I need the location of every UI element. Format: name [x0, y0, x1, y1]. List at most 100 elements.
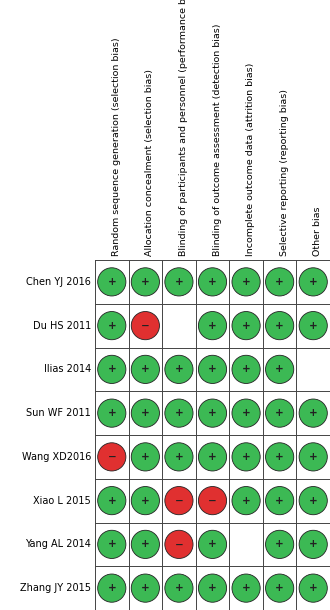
Circle shape [266, 530, 294, 559]
Text: +: + [208, 539, 217, 550]
Text: +: + [141, 495, 150, 506]
Text: +: + [107, 364, 116, 375]
Circle shape [165, 355, 193, 384]
Circle shape [98, 355, 126, 384]
Circle shape [232, 443, 260, 471]
Circle shape [198, 312, 227, 340]
Text: +: + [275, 583, 284, 593]
Text: +: + [208, 277, 217, 287]
Circle shape [131, 530, 159, 559]
Circle shape [198, 355, 227, 384]
Text: +: + [107, 321, 116, 331]
Circle shape [198, 574, 227, 602]
Text: +: + [175, 583, 183, 593]
Text: Chen YJ 2016: Chen YJ 2016 [26, 277, 91, 287]
Text: +: + [175, 452, 183, 462]
Text: Selective reporting (reporting bias): Selective reporting (reporting bias) [280, 89, 289, 256]
Circle shape [165, 399, 193, 427]
Text: +: + [309, 452, 317, 462]
Text: +: + [141, 364, 150, 375]
Text: Zhang JY 2015: Zhang JY 2015 [20, 583, 91, 593]
Circle shape [299, 312, 327, 340]
Text: +: + [175, 364, 183, 375]
Circle shape [299, 574, 327, 602]
Circle shape [198, 487, 227, 515]
Circle shape [98, 268, 126, 296]
Text: Other bias: Other bias [313, 207, 322, 256]
Text: +: + [107, 277, 116, 287]
Text: Xiao L 2015: Xiao L 2015 [33, 495, 91, 506]
Circle shape [299, 443, 327, 471]
Circle shape [98, 399, 126, 427]
Circle shape [98, 312, 126, 340]
Text: Blinding of participants and personnel (performance bias): Blinding of participants and personnel (… [179, 0, 188, 256]
Text: +: + [275, 277, 284, 287]
Circle shape [98, 530, 126, 559]
Text: Wang XD2016: Wang XD2016 [22, 452, 91, 462]
Circle shape [131, 355, 159, 384]
Circle shape [98, 574, 126, 602]
Circle shape [266, 399, 294, 427]
Circle shape [232, 355, 260, 384]
Text: +: + [175, 277, 183, 287]
Text: +: + [141, 277, 150, 287]
Text: +: + [175, 408, 183, 418]
Circle shape [131, 268, 159, 296]
Text: +: + [309, 539, 317, 550]
Circle shape [165, 487, 193, 515]
Text: +: + [275, 539, 284, 550]
Text: +: + [208, 408, 217, 418]
Text: +: + [107, 495, 116, 506]
Text: +: + [208, 364, 217, 375]
Text: +: + [242, 364, 250, 375]
Text: +: + [208, 452, 217, 462]
Text: Random sequence generation (selection bias): Random sequence generation (selection bi… [112, 37, 121, 256]
Circle shape [131, 312, 159, 340]
Text: Ilias 2014: Ilias 2014 [44, 364, 91, 375]
Circle shape [165, 530, 193, 559]
Text: +: + [309, 495, 317, 506]
Circle shape [198, 530, 227, 559]
Circle shape [165, 574, 193, 602]
Circle shape [266, 268, 294, 296]
Text: +: + [141, 408, 150, 418]
Text: +: + [309, 321, 317, 331]
Text: +: + [208, 583, 217, 593]
Text: Allocation concealment (selection bias): Allocation concealment (selection bias) [145, 69, 154, 256]
Text: −: − [107, 452, 116, 462]
Circle shape [232, 312, 260, 340]
Text: +: + [141, 539, 150, 550]
Text: +: + [242, 321, 250, 331]
Circle shape [299, 268, 327, 296]
Text: +: + [242, 452, 250, 462]
Text: −: − [175, 539, 183, 550]
Circle shape [98, 487, 126, 515]
Circle shape [198, 399, 227, 427]
Circle shape [165, 443, 193, 471]
Text: +: + [107, 583, 116, 593]
Circle shape [299, 399, 327, 427]
Text: +: + [242, 408, 250, 418]
Circle shape [299, 530, 327, 559]
Circle shape [232, 268, 260, 296]
Text: +: + [107, 539, 116, 550]
Circle shape [198, 443, 227, 471]
Circle shape [266, 443, 294, 471]
Circle shape [266, 574, 294, 602]
Text: +: + [141, 583, 150, 593]
Text: −: − [208, 495, 217, 506]
Text: +: + [208, 321, 217, 331]
Circle shape [131, 487, 159, 515]
Text: +: + [275, 452, 284, 462]
Circle shape [131, 574, 159, 602]
Text: Blinding of outcome assessment (detection bias): Blinding of outcome assessment (detectio… [213, 24, 221, 256]
Text: Yang AL 2014: Yang AL 2014 [25, 539, 91, 550]
Text: +: + [242, 583, 250, 593]
Text: +: + [275, 495, 284, 506]
Text: −: − [175, 495, 183, 506]
Circle shape [266, 312, 294, 340]
Text: +: + [141, 452, 150, 462]
Text: Sun WF 2011: Sun WF 2011 [26, 408, 91, 418]
Circle shape [131, 443, 159, 471]
Circle shape [266, 355, 294, 384]
